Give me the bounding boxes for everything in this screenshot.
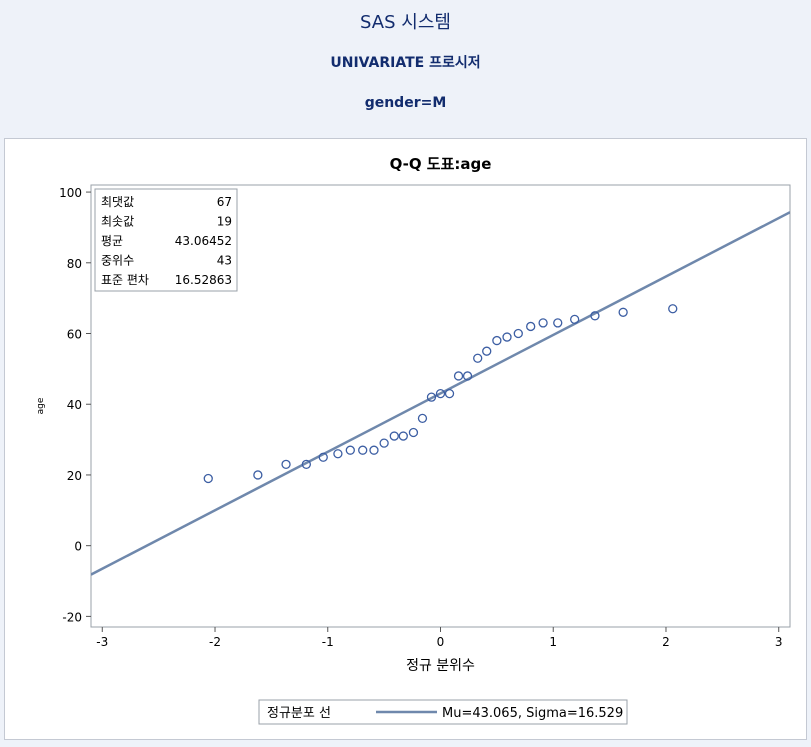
- reference-line: [91, 211, 790, 576]
- y-tick-label: 40: [67, 398, 82, 412]
- data-point: [570, 314, 580, 325]
- data-point: [203, 473, 213, 484]
- data-point: [408, 427, 419, 438]
- qq-plot: Q-Q 도표:age -20 0 20 40 60 80 100 -3 -2 -1 0 1 2 3 정규 분위…: [36, 155, 791, 725]
- data-point: [358, 445, 368, 455]
- data-point: [553, 318, 563, 328]
- data-point: [444, 388, 455, 399]
- stat-value: 67: [217, 195, 232, 209]
- data-point: [281, 459, 291, 469]
- data-point: [513, 328, 523, 339]
- stat-label: 최솟값: [101, 215, 134, 229]
- data-point: [492, 335, 502, 346]
- stat-value: 16.52863: [175, 273, 232, 287]
- x-axis-label: 정규 분위수: [406, 658, 475, 674]
- stat-label: 표준 편차: [101, 273, 149, 287]
- data-point: [668, 304, 678, 314]
- y-tick-label: 80: [67, 257, 82, 271]
- data-point: [417, 413, 428, 424]
- data-point: [301, 459, 311, 469]
- chart-panel: Q-Q 도표:age -20 0 20 40 60 80 100 -3 -2 -1 0 1 2 3 정규 분위…: [4, 138, 807, 740]
- stats-box: [94, 188, 238, 292]
- data-point: [590, 311, 600, 321]
- stat-value: 43: [217, 254, 232, 268]
- data-point: [473, 353, 483, 363]
- data-point: [333, 449, 343, 459]
- stat-label: 평균: [101, 234, 123, 248]
- group-title: gender=M: [364, 95, 447, 111]
- stat-value: 19: [217, 215, 232, 229]
- x-tick-label: -3: [96, 635, 108, 649]
- data-point: [253, 470, 263, 480]
- data-point: [318, 452, 328, 462]
- x-tick-label: 0: [437, 635, 445, 649]
- legend-entry: Mu=43.065, Sigma=16.529: [442, 706, 623, 721]
- y-tick-label: 20: [67, 469, 82, 483]
- data-point: [369, 445, 379, 455]
- y-tick-label: 0: [74, 540, 82, 554]
- data-point: [379, 438, 389, 448]
- x-tick-label: -1: [322, 635, 334, 649]
- data-point: [345, 445, 355, 455]
- x-tick-label: 1: [549, 635, 557, 649]
- y-tick-label: 60: [67, 328, 82, 342]
- stat-label: 최댓값: [101, 195, 134, 209]
- data-point: [538, 318, 548, 328]
- x-tick-label: 3: [775, 635, 783, 649]
- y-axis-label: age: [36, 397, 46, 414]
- x-tick-label: -2: [209, 635, 221, 649]
- data-point: [502, 332, 512, 342]
- data-point: [482, 346, 492, 356]
- data-point: [398, 431, 408, 441]
- y-tick-label: -20: [62, 610, 82, 624]
- y-tick-label: 100: [59, 186, 82, 200]
- stat-label: 중위수: [101, 254, 134, 268]
- data-point: [426, 392, 437, 402]
- data-point: [462, 371, 473, 381]
- system-title: SAS 시스템: [360, 12, 451, 33]
- procedure-title: UNIVARIATE 프로시저: [330, 55, 481, 71]
- stat-value: 43.06452: [175, 234, 232, 248]
- x-tick-label: 2: [662, 635, 670, 649]
- data-point: [618, 307, 628, 317]
- legend-title: 정규분포 선: [267, 706, 331, 721]
- chart-title: Q-Q 도표:age: [390, 155, 492, 173]
- data-point: [453, 371, 464, 381]
- legend-box: [258, 699, 628, 725]
- data-point: [389, 431, 399, 441]
- data-point: [526, 321, 536, 332]
- data-point: [435, 388, 446, 399]
